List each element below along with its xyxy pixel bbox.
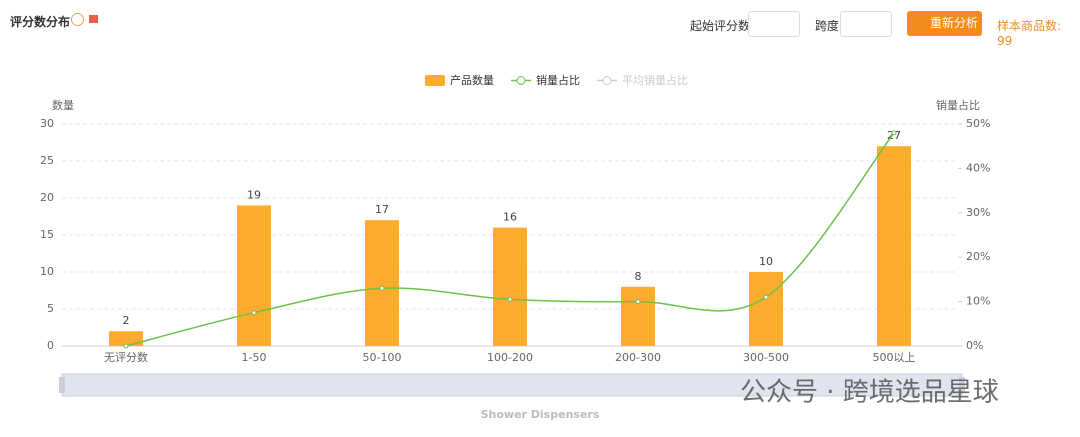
line-point (635, 299, 641, 305)
x-tick-label: 无评分数 (104, 351, 148, 364)
y-tick-label: 20 (40, 191, 54, 204)
data-label: 10 (759, 255, 773, 268)
data-label: 17 (375, 203, 389, 216)
legend-swatch (516, 76, 526, 85)
data-label: 19 (247, 188, 261, 201)
x-tick-label: 1-50 (242, 351, 267, 364)
data-label: 16 (503, 211, 517, 224)
bar (493, 227, 527, 346)
line-point (123, 343, 129, 349)
data-label: 2 (123, 314, 130, 327)
line-point (891, 130, 897, 136)
line-point (763, 294, 769, 300)
start-label: 起始评分数 (690, 19, 751, 33)
data-label: 27 (887, 129, 901, 142)
y2-tick-label: 0% (966, 339, 983, 352)
bar (237, 205, 271, 346)
bar (365, 220, 399, 346)
bar (877, 146, 911, 346)
section-title: 评分数分布 (10, 15, 71, 29)
x-tick-label: 500以上 (873, 351, 916, 364)
y2-axis-label: 销量占比 (936, 98, 980, 112)
y2-tick-label: 40% (966, 161, 990, 174)
data-label: 8 (635, 270, 642, 283)
legend-swatch (602, 76, 612, 85)
y-axis-label: 数量 (52, 99, 74, 112)
y-tick-label: 30 (40, 117, 54, 130)
y-tick-label: 10 (40, 265, 54, 278)
y2-tick-label: 50% (966, 117, 990, 130)
y2-tick-label: 20% (966, 250, 990, 263)
y-tick-label: 0 (47, 339, 54, 352)
y-tick-label: 5 (47, 302, 54, 315)
x-tick-label: 50-100 (363, 351, 402, 364)
help-icon[interactable] (71, 13, 84, 26)
legend-label: 产品数量 (450, 73, 494, 87)
datazoom-handle[interactable] (59, 377, 65, 393)
legend-swatch (425, 75, 445, 86)
datazoom-label: Shower Dispensers (481, 408, 600, 421)
x-tick-label: 300-500 (743, 351, 789, 364)
watermark: 公众号 · 跨境选品星球 (740, 378, 999, 408)
sample-count: 样本商品数: 99 (997, 19, 1062, 48)
video-icon[interactable] (89, 15, 98, 23)
bar (109, 331, 143, 346)
line-point (251, 310, 257, 316)
start-input[interactable] (748, 11, 800, 37)
y2-tick-label: 30% (966, 206, 990, 219)
reanalyze-button[interactable]: 重新分析 (907, 11, 982, 36)
x-tick-label: 200-300 (615, 351, 661, 364)
y2-tick-label: 10% (966, 295, 990, 308)
legend-label: 平均销量占比 (622, 73, 688, 87)
legend-label: 销量占比 (536, 73, 580, 87)
span-input[interactable] (840, 11, 892, 37)
span-label: 跨度 (815, 19, 840, 33)
y-tick-label: 15 (40, 228, 54, 241)
y-tick-label: 25 (40, 154, 54, 167)
datazoom-handle[interactable] (959, 377, 965, 393)
bar (621, 286, 655, 346)
x-tick-label: 100-200 (487, 351, 533, 364)
bar (749, 272, 783, 346)
line-point (379, 285, 385, 291)
line-point (507, 296, 513, 302)
